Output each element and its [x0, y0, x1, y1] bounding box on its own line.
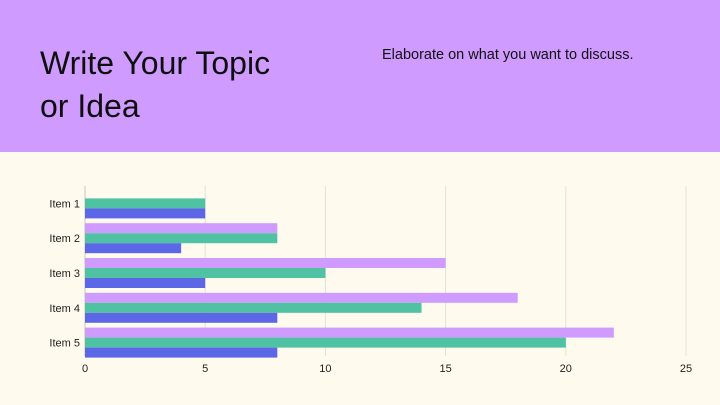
- bar: [85, 347, 278, 358]
- bar: [85, 208, 206, 219]
- slide-subtitle: Elaborate on what you want to discuss.: [382, 47, 634, 63]
- y-category-label: Item 1: [49, 198, 80, 210]
- slide-title: Write Your Topic or Idea: [40, 45, 271, 124]
- bar: [85, 258, 446, 268]
- x-tick-label: 15: [439, 363, 451, 375]
- x-tick-label: 10: [319, 363, 331, 375]
- bar: [85, 312, 278, 323]
- y-category-label: Item 5: [49, 338, 80, 350]
- bar: [85, 292, 518, 303]
- y-category-label: Item 2: [49, 233, 80, 245]
- bar: [85, 278, 206, 288]
- bar: [85, 233, 278, 244]
- x-tick-label: 20: [560, 363, 572, 375]
- x-tick-label: 0: [82, 363, 88, 375]
- bar: [85, 268, 326, 278]
- y-axis-labels: Item 1 Item 2 Item 3 Item 4 Item 5: [49, 198, 80, 349]
- bar: [85, 198, 206, 209]
- bar: [85, 243, 182, 254]
- bar: [85, 337, 566, 348]
- bar-chart: Item 1 Item 2 Item 3 Item 4 Item 5 0 5 10 15 20 2…: [49, 186, 692, 375]
- y-category-label: Item 3: [49, 268, 80, 280]
- bar: [85, 223, 278, 234]
- bars: [85, 198, 614, 358]
- y-category-label: Item 4: [49, 303, 80, 315]
- bar: [85, 302, 422, 313]
- bar: [85, 327, 614, 338]
- x-axis-labels: 0 5 10 15 20 25: [82, 363, 692, 375]
- x-tick-label: 25: [680, 363, 692, 375]
- header-band: Write Your Topic or Idea Elaborate on wh…: [0, 0, 720, 152]
- x-tick-label: 5: [202, 363, 208, 375]
